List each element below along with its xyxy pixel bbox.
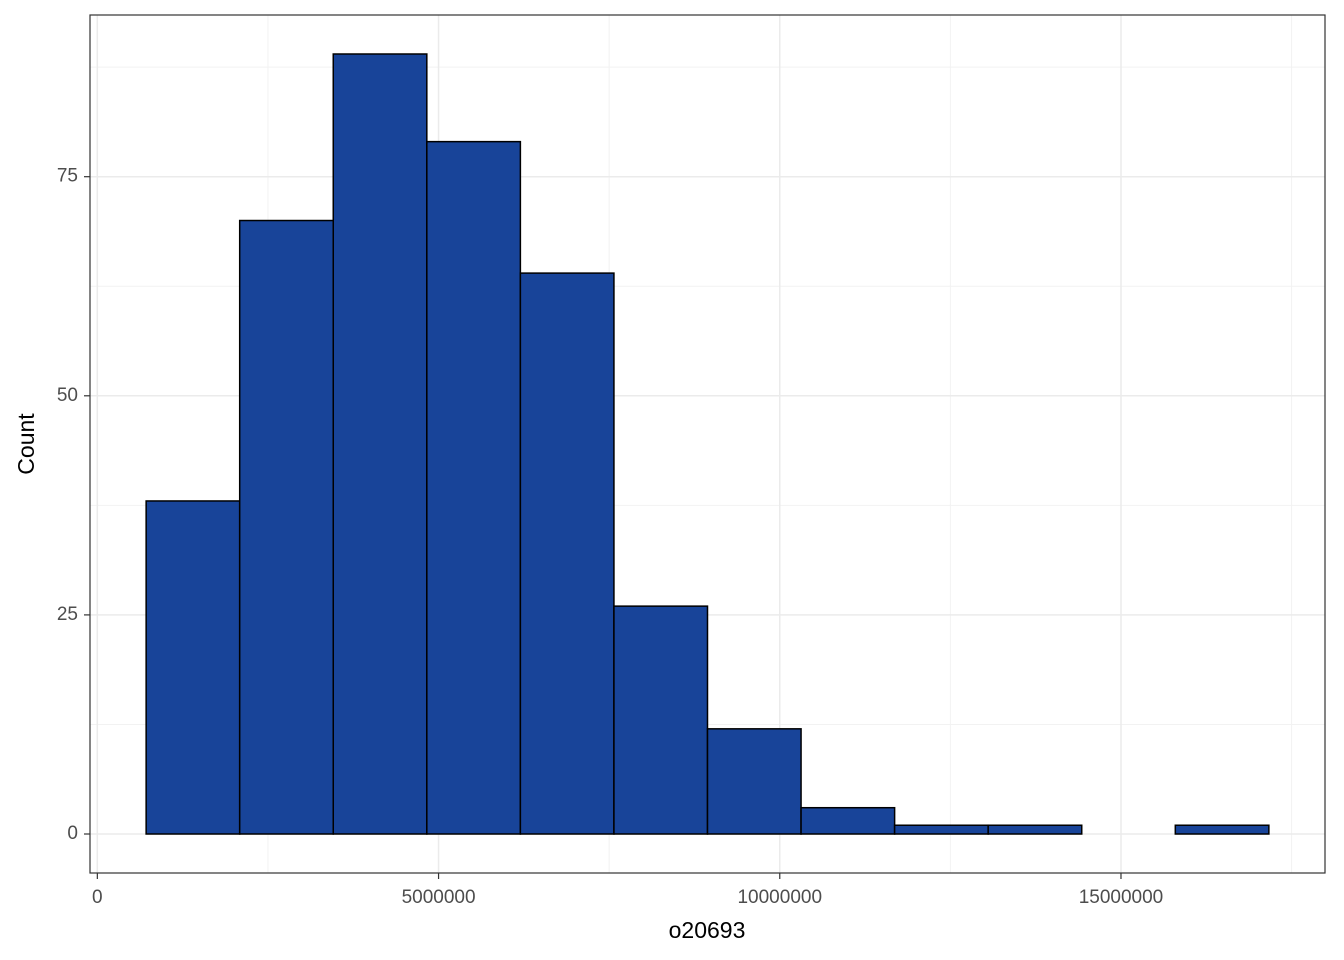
x-axis-title: o20693 <box>669 917 746 943</box>
histogram-bar <box>145 500 241 835</box>
x-tick-label: 5000000 <box>402 887 476 908</box>
x-tick-label: 15000000 <box>1079 887 1164 908</box>
histogram-bar <box>1174 824 1270 835</box>
y-tick-label: 25 <box>57 604 78 625</box>
histogram-bar <box>332 53 428 835</box>
histogram-bar <box>613 605 709 835</box>
panel-border <box>89 14 1326 874</box>
histogram-bar <box>519 272 615 835</box>
histogram-bar <box>800 806 896 835</box>
histogram-bar <box>426 140 522 835</box>
x-tick-label: 10000000 <box>737 887 822 908</box>
x-tick-label: 0 <box>92 887 103 908</box>
histogram-bar <box>238 219 335 835</box>
y-axis-title: Count <box>13 413 39 475</box>
histogram-bar <box>987 824 1083 835</box>
y-tick-label: 50 <box>57 385 78 406</box>
histogram-bar <box>893 824 989 835</box>
y-tick-label: 75 <box>57 166 78 187</box>
y-tick-label: 0 <box>67 823 78 844</box>
histogram-bar <box>706 728 802 835</box>
